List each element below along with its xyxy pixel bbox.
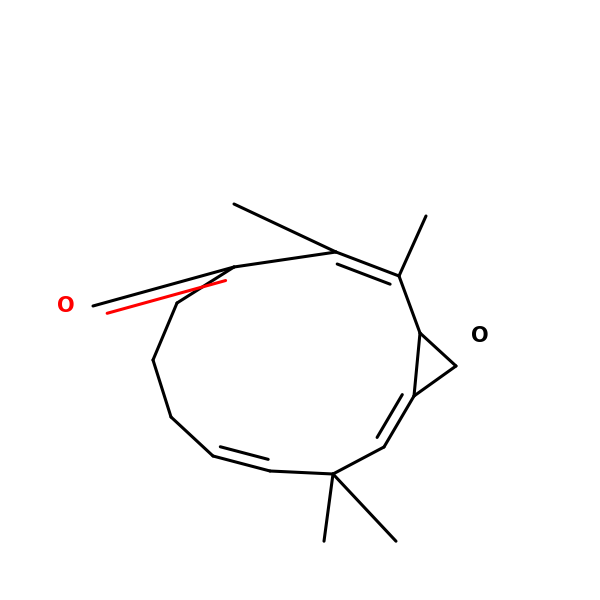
Text: O: O (471, 326, 489, 346)
Text: O: O (58, 296, 75, 316)
